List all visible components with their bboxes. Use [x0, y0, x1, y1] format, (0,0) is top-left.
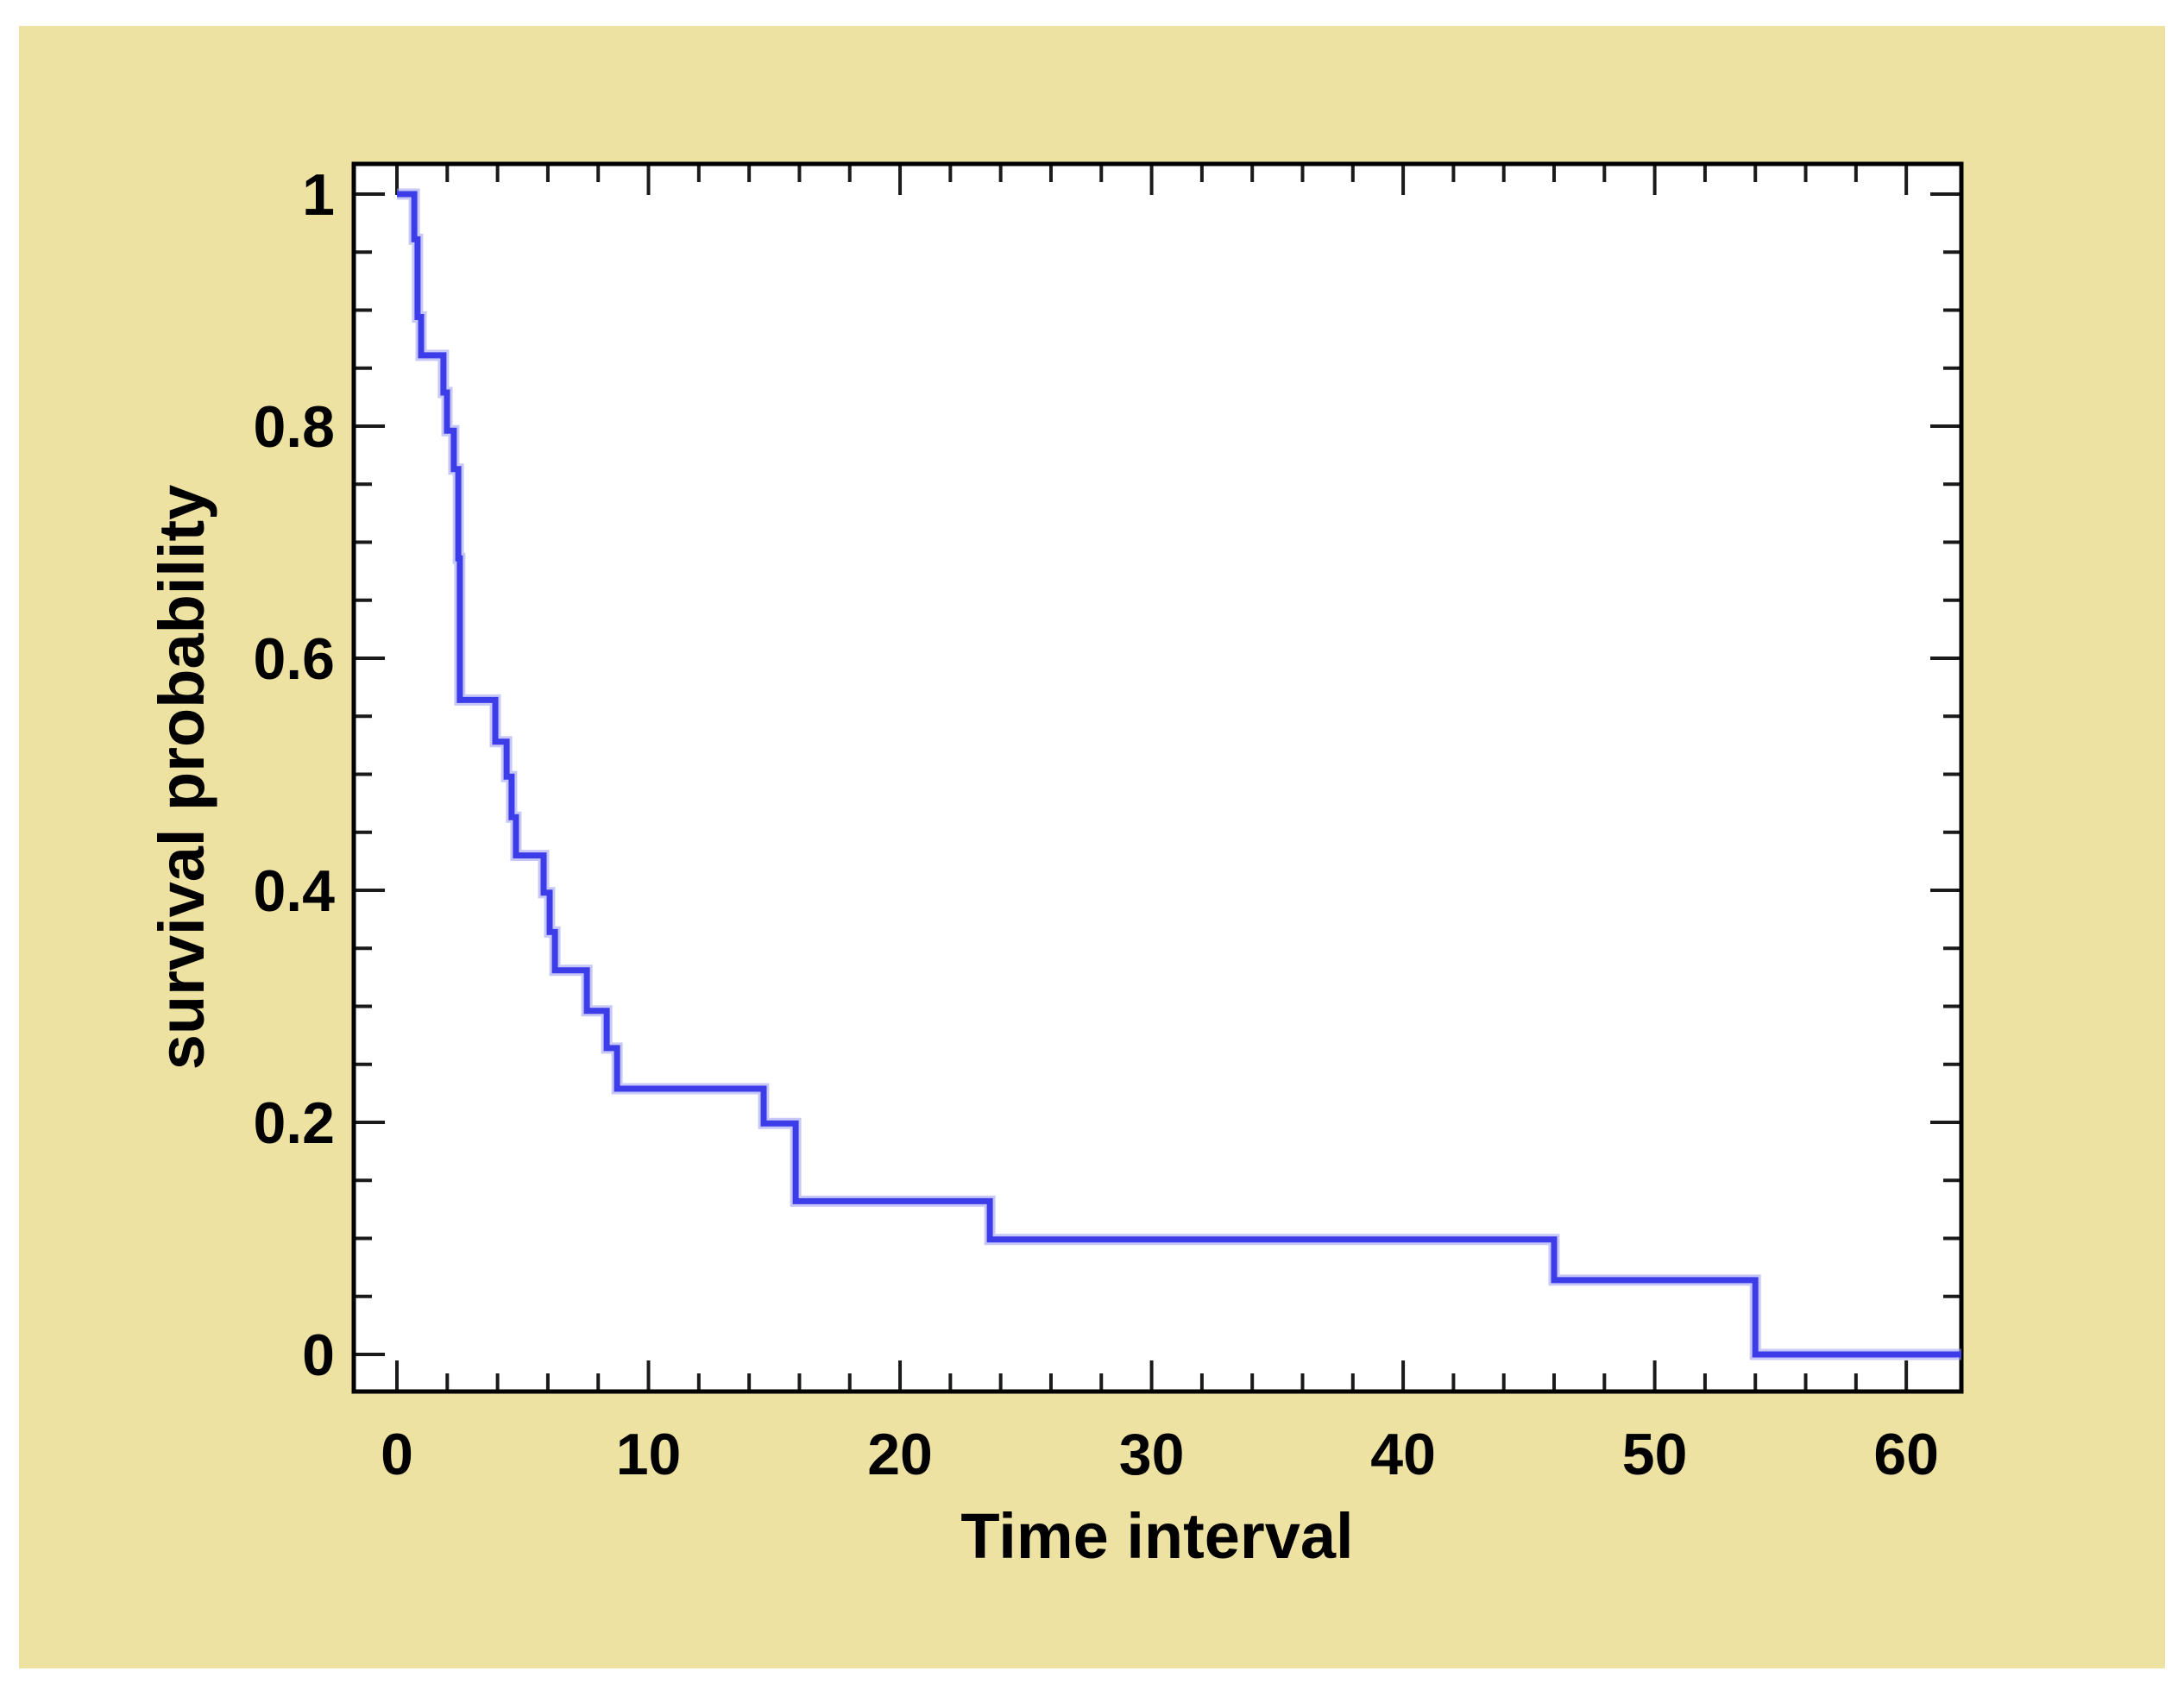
x-axis-title: Time interval	[960, 1500, 1353, 1572]
x-tick-label-40: 40	[1370, 1422, 1436, 1487]
y-tick-label-0.6: 0.6	[253, 626, 335, 692]
survival-curve-line	[397, 191, 1961, 1358]
plot-frame	[351, 161, 1964, 1394]
x-tick-label-20: 20	[867, 1422, 933, 1487]
x-tick-label-60: 60	[1873, 1422, 1939, 1487]
tick-labels: 0 10 20 30 40 50 60 1 0.8 0.6 0.4 0.2 0	[253, 162, 1939, 1487]
survival-curve	[397, 188, 1961, 1360]
x-tick-label-10: 10	[616, 1422, 682, 1487]
y-tick-label-0: 0	[302, 1322, 335, 1388]
x-tick-label-50: 50	[1622, 1422, 1688, 1487]
x-tick-label-30: 30	[1119, 1422, 1185, 1487]
plot-area	[354, 164, 1961, 1392]
y-tick-label-1: 1	[302, 162, 335, 228]
x-tick-label-0: 0	[381, 1422, 413, 1487]
survival-chart: 0 10 20 30 40 50 60 1 0.8 0.6 0.4 0.2 0 Time interva…	[19, 26, 2165, 1668]
y-axis-title: survival probability	[146, 485, 217, 1071]
y-tick-label-0.8: 0.8	[253, 394, 335, 460]
y-tick-label-0.2: 0.2	[253, 1090, 335, 1156]
chart-panel: 0 10 20 30 40 50 60 1 0.8 0.6 0.4 0.2 0 Time interva…	[19, 26, 2165, 1668]
y-tick-label-0.4: 0.4	[253, 858, 335, 924]
axis-ticks	[354, 164, 1961, 1392]
